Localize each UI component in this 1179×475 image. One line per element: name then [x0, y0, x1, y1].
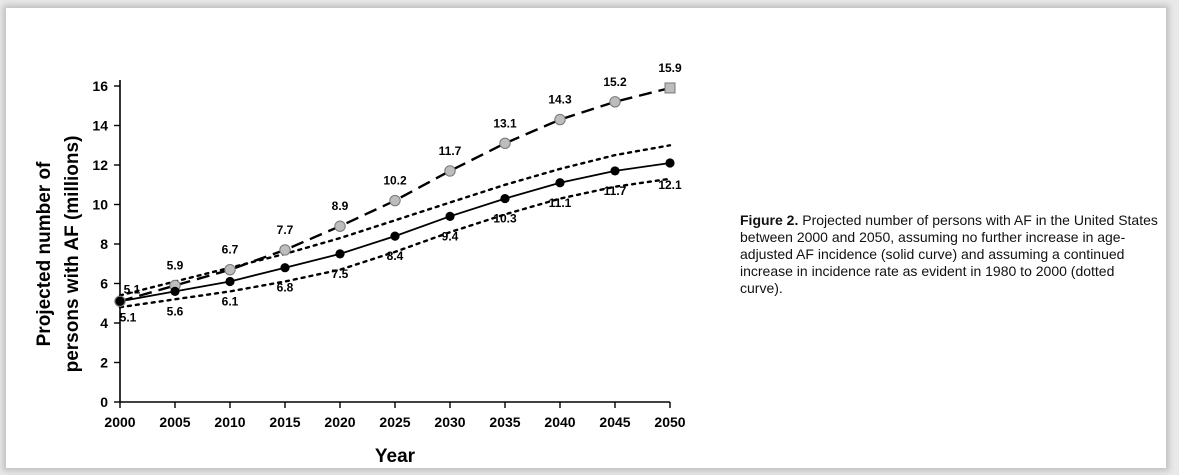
y-tick-label: 12	[92, 157, 108, 173]
y-tick-label: 4	[100, 315, 108, 331]
solid-series-data-label: 9.4	[442, 229, 459, 243]
x-tick-label: 2005	[159, 414, 190, 430]
x-tick-label: 2015	[269, 414, 300, 430]
dashed-series-data-label: 15.2	[603, 75, 627, 89]
solid-series-marker	[555, 178, 565, 188]
lower-bound-dotted-line	[118, 177, 672, 309]
dashed-series-data-label: 11.7	[439, 144, 462, 158]
dashed-series-data-label: 13.1	[493, 116, 517, 130]
x-tick-label: 2040	[544, 414, 575, 430]
dashed-series-marker	[664, 82, 676, 94]
dashed-series-data-label: 8.9	[332, 199, 349, 213]
x-tick-label: 2010	[214, 414, 245, 430]
solid-series-data-label: 6.8	[277, 281, 294, 295]
solid-series-marker	[500, 193, 510, 204]
dashed-series-marker	[609, 96, 621, 108]
dashed-series-data-label: 7.7	[277, 223, 294, 237]
dashed-series-data-label: 5.9	[167, 258, 184, 272]
x-tick-label: 2020	[324, 414, 355, 430]
y-tick-label: 16	[92, 78, 108, 94]
solid-series-data-label: 11.1	[549, 196, 572, 210]
figure-caption: Figure 2. Projected number of persons wi…	[740, 212, 1160, 297]
solid-series-data-label: 6.1	[222, 295, 239, 309]
x-tick-label: 2000	[104, 414, 135, 430]
y-tick-label: 6	[100, 276, 108, 292]
solid-series-marker	[280, 263, 290, 273]
solid-series-data-label: 7.5	[332, 267, 349, 281]
dashed-series-marker	[389, 194, 401, 207]
dashed-series-line	[119, 86, 671, 303]
figure-label: Figure 2.	[740, 212, 799, 228]
dashed-series-data-label: 14.3	[548, 93, 572, 107]
solid-series-marker	[335, 249, 345, 259]
solid-series-data-label: 5.1	[120, 310, 137, 324]
x-tick-label: 2035	[489, 414, 520, 430]
x-tick-label: 2050	[654, 414, 685, 430]
dashed-series-marker	[499, 137, 511, 149]
dashed-series-marker	[334, 220, 346, 232]
solid-series-marker	[665, 158, 675, 168]
dashed-series-data-label: 6.7	[222, 243, 239, 257]
solid-series-marker	[445, 211, 455, 221]
dashed-series-data-label: 15.9	[658, 61, 682, 75]
dashed-series-marker	[444, 165, 456, 177]
dashed-series-data-label: 5.1	[124, 282, 141, 296]
solid-series-marker	[115, 296, 125, 306]
solid-series-marker	[390, 231, 400, 241]
y-tick-label: 14	[92, 118, 108, 134]
solid-series-marker	[610, 166, 620, 176]
x-tick-label: 2030	[434, 414, 465, 430]
y-tick-label: 2	[100, 355, 108, 371]
dashed-series-marker	[554, 113, 566, 126]
y-axis-title-line2: persons with AF (millions)	[62, 136, 83, 373]
y-axis-title-line1: Projected number of	[34, 161, 55, 346]
x-tick-label: 2025	[379, 414, 410, 430]
solid-series-data-label: 5.6	[167, 304, 184, 318]
figure-card: 0 2 4 6 8 10 12 14 16 2000 2005 2010 2015 2020 2025 203…	[6, 8, 1166, 468]
solid-series-data-label: 11.7	[604, 184, 627, 198]
dashed-series-data-label: 10.2	[383, 174, 407, 188]
y-tick-label: 8	[100, 236, 108, 252]
solid-series-data-label: 10.3	[493, 212, 517, 226]
upper-bound-dotted-line	[118, 144, 672, 297]
dashed-series-marker	[224, 263, 236, 276]
y-tick-label: 10	[92, 197, 108, 213]
caption-text: Projected number of persons with AF in t…	[740, 212, 1158, 296]
x-axis-title: Year	[375, 446, 416, 467]
solid-series-marker	[170, 286, 180, 296]
x-tick-label: 2045	[599, 414, 630, 430]
solid-series-data-label: 12.1	[658, 178, 682, 192]
y-tick-label: 0	[100, 394, 108, 410]
solid-series-marker	[225, 276, 235, 287]
solid-series-data-label: 8.4	[387, 249, 404, 263]
line-chart: 0 2 4 6 8 10 12 14 16 2000 2005 2010 2015 2020 2025 203…	[34, 61, 686, 467]
dashed-series-marker	[279, 244, 291, 256]
